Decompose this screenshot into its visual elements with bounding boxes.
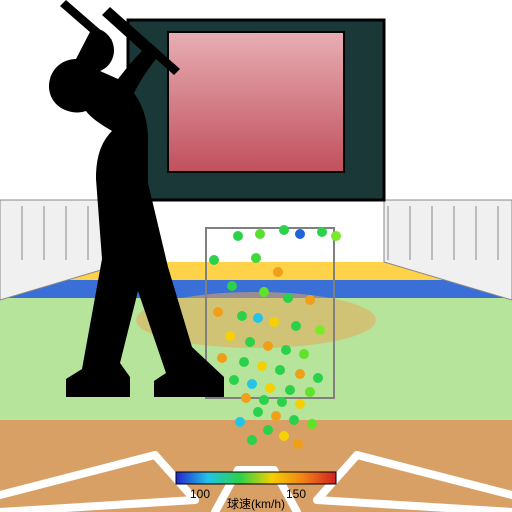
pitch-point [229, 375, 239, 385]
pitch-point [295, 369, 305, 379]
pitch-point [317, 227, 327, 237]
legend-axis-label: 球速(km/h) [227, 497, 285, 511]
pitch-point [247, 379, 257, 389]
pitch-point [237, 311, 247, 321]
pitch-point [245, 337, 255, 347]
pitch-point [293, 439, 303, 449]
pitch-point [213, 307, 223, 317]
scoreboard-screen [168, 32, 344, 172]
pitch-point [291, 321, 301, 331]
pitch-point [253, 407, 263, 417]
pitch-point [217, 353, 227, 363]
pitch-point [233, 231, 243, 241]
pitch-point [251, 253, 261, 263]
pitch-point [263, 425, 273, 435]
pitch-point [273, 267, 283, 277]
pitch-point [235, 417, 245, 427]
pitch-point [255, 229, 265, 239]
pitch-point [253, 313, 263, 323]
pitch-point [265, 383, 275, 393]
pitch-point [275, 365, 285, 375]
pitch-point [227, 281, 237, 291]
pitch-point [257, 361, 267, 371]
pitch-point [285, 385, 295, 395]
pitch-point [277, 397, 287, 407]
pitch-point [305, 387, 315, 397]
pitch-point [279, 225, 289, 235]
legend-colorbar [176, 472, 336, 484]
pitch-point [241, 393, 251, 403]
legend-tick: 100 [190, 487, 210, 501]
pitch-point [225, 331, 235, 341]
pitch-point [281, 345, 291, 355]
pitch-point [271, 411, 281, 421]
pitch-point [247, 435, 257, 445]
pitch-point [263, 341, 273, 351]
pitch-point [259, 395, 269, 405]
pitch-point [295, 399, 305, 409]
pitch-point [331, 231, 341, 241]
pitch-point [313, 373, 323, 383]
pitch-point [269, 317, 279, 327]
pitch-point [305, 295, 315, 305]
pitch-point [259, 287, 269, 297]
pitch-point [307, 419, 317, 429]
pitch-point [209, 255, 219, 265]
pitch-point [295, 229, 305, 239]
pitch-point [315, 325, 325, 335]
pitch-point [239, 357, 249, 367]
pitch-point [299, 349, 309, 359]
pitch-point [289, 415, 299, 425]
legend-tick: 150 [286, 487, 306, 501]
pitch-point [283, 293, 293, 303]
pitch-point [279, 431, 289, 441]
